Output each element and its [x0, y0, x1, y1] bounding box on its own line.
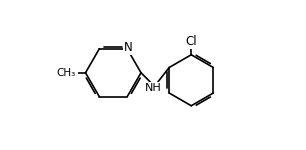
Text: CH₃: CH₃ [57, 68, 76, 78]
Text: Cl: Cl [185, 36, 197, 48]
Text: NH: NH [145, 83, 161, 93]
Text: N: N [124, 41, 132, 54]
